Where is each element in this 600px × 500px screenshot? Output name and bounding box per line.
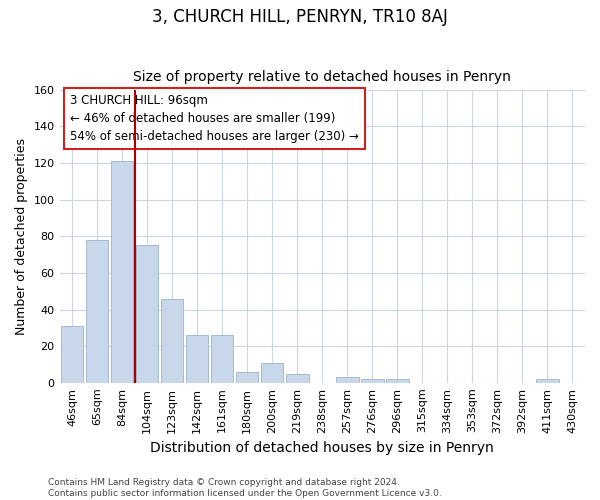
Bar — [161, 298, 184, 383]
Y-axis label: Number of detached properties: Number of detached properties — [15, 138, 28, 335]
Bar — [211, 335, 233, 383]
Text: Contains HM Land Registry data © Crown copyright and database right 2024.
Contai: Contains HM Land Registry data © Crown c… — [48, 478, 442, 498]
Bar — [86, 240, 109, 383]
Bar — [386, 379, 409, 383]
Text: 3 CHURCH HILL: 96sqm
← 46% of detached houses are smaller (199)
54% of semi-deta: 3 CHURCH HILL: 96sqm ← 46% of detached h… — [70, 94, 359, 143]
Bar — [336, 378, 359, 383]
X-axis label: Distribution of detached houses by size in Penryn: Distribution of detached houses by size … — [151, 441, 494, 455]
Bar — [111, 161, 133, 383]
Bar — [186, 335, 208, 383]
Bar — [536, 379, 559, 383]
Bar — [261, 362, 283, 383]
Bar — [361, 379, 383, 383]
Bar — [236, 372, 259, 383]
Text: 3, CHURCH HILL, PENRYN, TR10 8AJ: 3, CHURCH HILL, PENRYN, TR10 8AJ — [152, 8, 448, 26]
Bar — [286, 374, 308, 383]
Bar — [136, 246, 158, 383]
Bar — [61, 326, 83, 383]
Title: Size of property relative to detached houses in Penryn: Size of property relative to detached ho… — [133, 70, 511, 85]
